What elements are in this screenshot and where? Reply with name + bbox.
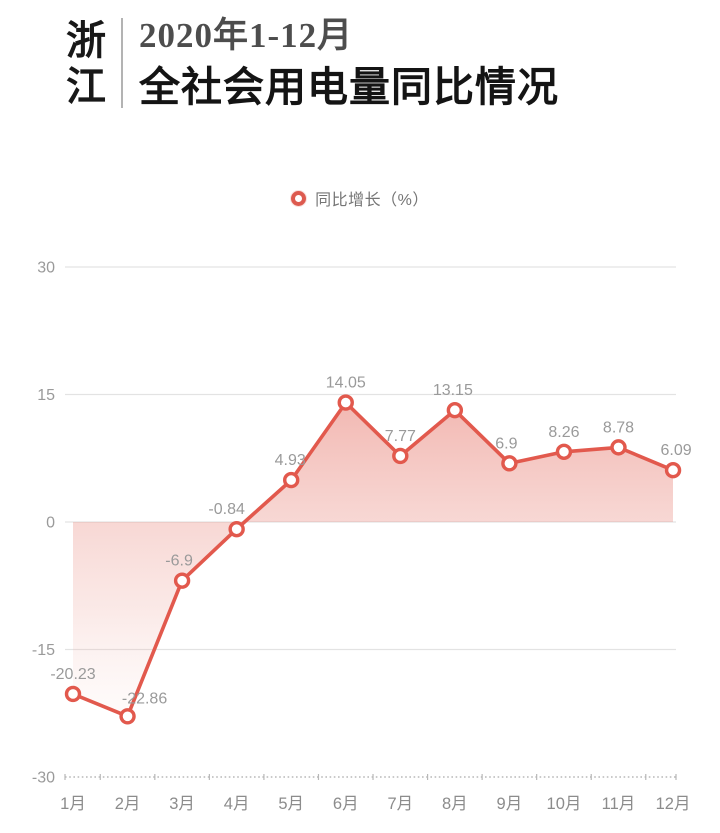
- legend-series-marker-icon: [291, 190, 307, 206]
- data-point-marker: [555, 443, 573, 460]
- data-point-label: -22.86: [122, 690, 167, 707]
- x-tick-label: 1月: [60, 795, 86, 813]
- data-point-marker: [119, 708, 136, 725]
- title-period: 2020年1-12月: [139, 16, 354, 55]
- x-tick-label: 10月: [547, 795, 582, 813]
- data-point-marker: [337, 394, 354, 411]
- x-tick-label: 4月: [224, 795, 250, 813]
- y-tick-label: 15: [37, 387, 55, 404]
- x-tick-label: 12月: [656, 795, 691, 813]
- data-point-label: 4.93: [275, 452, 306, 469]
- data-point-label: -0.84: [208, 501, 245, 518]
- data-point-marker: [228, 520, 245, 538]
- data-point-label: -6.9: [165, 553, 193, 570]
- title-block: 2020年1-12月 全社会用电量同比情况: [139, 14, 559, 112]
- data-point-marker: [610, 439, 627, 456]
- data-point-marker: [664, 462, 682, 479]
- data-point-marker: [283, 471, 300, 489]
- brand-char-jiang: 江: [66, 64, 106, 109]
- data-point-label: 13.15: [433, 382, 473, 399]
- series-line: [71, 400, 675, 719]
- data-point-label: 8.78: [603, 419, 634, 436]
- data-point-label: -20.23: [50, 666, 95, 683]
- x-tick-label: 3月: [169, 795, 195, 813]
- x-tick-label: 8月: [442, 795, 468, 813]
- data-point-label: 14.05: [326, 375, 366, 392]
- title-divider: [121, 18, 123, 108]
- x-tick-label: 6月: [333, 795, 359, 813]
- data-point-label: 8.26: [548, 424, 579, 441]
- page-title: 全社会用电量同比情况: [139, 64, 559, 110]
- chart-header: 浙 江 2020年1-12月 全社会用电量同比情况: [66, 14, 559, 112]
- data-point-label: 6.09: [660, 442, 691, 459]
- x-tick-label: 11月: [602, 795, 636, 813]
- brand-vertical-wordmark: 浙 江: [66, 14, 106, 112]
- y-tick-label: 0: [46, 515, 55, 532]
- brand-char-zhe: 浙: [66, 18, 106, 63]
- y-tick-label: -15: [32, 642, 55, 659]
- data-point-marker: [173, 572, 191, 589]
- data-point-marker: [392, 447, 409, 465]
- y-tick-label: -30: [32, 770, 55, 787]
- chart-legend: 同比增长（%）: [0, 186, 720, 210]
- series-area-fill: [73, 402, 673, 717]
- data-point-marker: [501, 455, 518, 472]
- legend-series-label: 同比增长（%）: [315, 192, 429, 209]
- data-point-marker: [64, 685, 82, 703]
- x-tick-label: 9月: [497, 795, 523, 813]
- x-tick-label: 5月: [278, 795, 304, 813]
- data-point-marker: [446, 402, 464, 419]
- data-point-label: 7.77: [385, 428, 416, 445]
- x-tick-label: 7月: [387, 795, 413, 813]
- x-tick-label: 2月: [115, 795, 141, 813]
- data-point-label: 6.9: [495, 435, 517, 452]
- y-tick-label: 30: [37, 260, 55, 277]
